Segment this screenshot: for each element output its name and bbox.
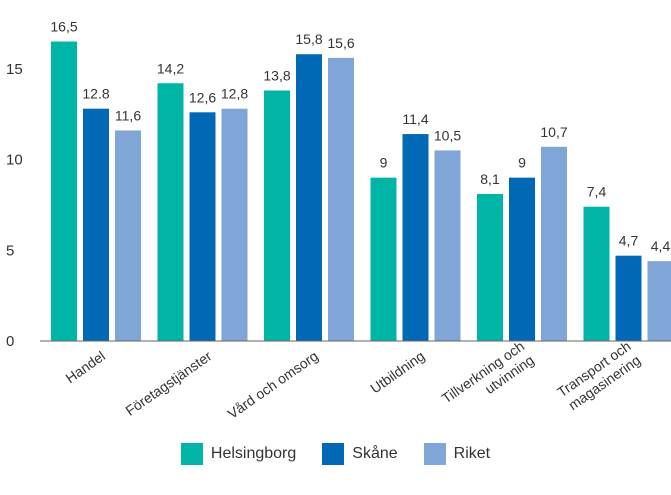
x-tick-label: Utbildning	[367, 348, 427, 397]
bar-riket	[541, 146, 567, 341]
bar-riket	[434, 150, 461, 341]
data-label: 4,4	[651, 238, 671, 254]
bar-riket	[115, 130, 141, 341]
bar-helsingborg	[477, 193, 503, 341]
data-label: 4,7	[619, 233, 639, 249]
data-label: 9	[380, 155, 388, 171]
bar-skne	[615, 255, 642, 341]
data-label: 12,6	[189, 89, 216, 105]
data-label: 11,6	[115, 107, 141, 123]
data-label: 7,4	[587, 184, 607, 200]
x-tick-label: Handel	[62, 348, 108, 387]
data-label: 15,6	[327, 35, 354, 51]
data-label: 14,2	[157, 60, 184, 76]
data-label: 8,1	[480, 171, 500, 187]
x-tick-label: Transport ochmagasinering	[554, 338, 643, 414]
legend-swatch-riket	[423, 443, 446, 465]
bar-skne	[296, 54, 322, 341]
bars	[51, 41, 671, 342]
data-label: 12,8	[221, 86, 248, 102]
y-tick-label: 0	[6, 333, 14, 350]
bar-riket	[647, 261, 671, 341]
data-label: 12.8	[82, 86, 109, 102]
data-label: 13,8	[263, 68, 290, 84]
data-label: 11,4	[402, 111, 428, 127]
legend-item-riket: Riket	[423, 443, 491, 465]
y-tick-label: 5	[6, 242, 14, 259]
y-tick-label: 10	[6, 152, 23, 169]
data-labels: 16,5 12.8 11,6 14,2 12,6 12,8 13,8 15,8 15,6 9 11,…	[50, 19, 670, 255]
x-tick-label: Vård och omsorg	[225, 348, 322, 422]
bar-helsingborg	[583, 206, 610, 341]
legend-label: Riket	[453, 445, 491, 462]
bar-skne	[402, 134, 429, 341]
legend-label: Helsingborg	[210, 445, 297, 462]
data-label: 10,5	[434, 127, 461, 143]
bar-riket	[221, 108, 248, 342]
data-label: 9	[518, 155, 526, 171]
bar-skne	[509, 177, 535, 341]
x-tick-label: Företagstjänster	[122, 347, 214, 418]
data-label: 15,8	[295, 31, 322, 47]
bar-riket	[328, 57, 354, 342]
x-tick-label: Tillverkning ochutvinning	[439, 338, 537, 421]
data-label: 16,5	[50, 19, 77, 35]
legend-item-helsingborg: Helsingborg	[180, 443, 297, 465]
legend-item-skane: Skåne	[322, 443, 398, 465]
x-tick-label-line: Företagstjänster	[122, 347, 214, 418]
bar-helsingborg	[51, 41, 77, 342]
legend: Helsingborg Skåne Riket	[0, 443, 671, 465]
legend-swatch-helsingborg	[180, 443, 203, 465]
legend-swatch-skane	[322, 443, 345, 465]
x-tick-label-line: Handel	[62, 348, 108, 387]
bar-helsingborg	[264, 90, 290, 341]
bar-skne	[83, 108, 109, 342]
bar-skne	[189, 112, 216, 341]
bar-helsingborg	[370, 177, 397, 341]
bar-helsingborg	[157, 83, 184, 342]
y-axis: 0 5 10 15	[6, 61, 23, 350]
y-tick-label: 15	[6, 61, 23, 78]
x-axis: Handel Företagstjänster Vård och omsorg Utb…	[62, 338, 643, 422]
legend-label: Skåne	[352, 445, 398, 462]
x-tick-label-line: Utbildning	[367, 348, 427, 397]
data-label: 10,7	[540, 124, 567, 140]
x-tick-label-line: Vård och omsorg	[225, 348, 322, 422]
